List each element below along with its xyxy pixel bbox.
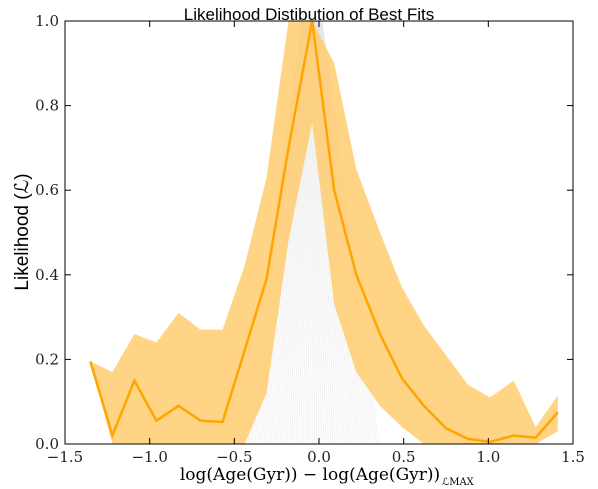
y-tick-label: 0.2 [35, 350, 59, 368]
likelihood-band [90, 21, 558, 444]
x-tick-label: 0.0 [307, 448, 331, 466]
y-axis-label: Likelihood (ℒ) [12, 173, 33, 290]
x-axis-label-subscript: ℒMAX [442, 477, 475, 488]
likelihood-line [89, 20, 559, 444]
x-tick-label: 1.5 [561, 448, 585, 466]
y-tick-label: 0.8 [35, 97, 59, 115]
y-tick-label: 0.6 [35, 181, 59, 199]
y-axis-ticks: 0.0 0.2 0.4 0.6 0.8 1.0 [35, 12, 573, 453]
y-tick-label: 0.4 [35, 266, 59, 284]
y-tick-label: 0.0 [35, 435, 59, 453]
x-tick-label: −1.5 [47, 448, 83, 466]
chart-title: Likelihood Distibution of Best Fits [184, 5, 434, 24]
x-tick-label: −1.0 [131, 448, 167, 466]
y-tick-label: 1.0 [35, 12, 59, 30]
x-axis-label-group: log(Age(Gyr)) − log(Age(Gyr)) ℒMAX [180, 465, 475, 488]
x-tick-label: 1.0 [476, 448, 500, 466]
x-axis-ticks: −1.5 −1.0 −0.5 0.0 0.5 1.0 1.5 [47, 21, 585, 466]
x-tick-label: −0.5 [216, 448, 252, 466]
x-tick-label: 0.5 [392, 448, 416, 466]
x-axis-label: log(Age(Gyr)) − log(Age(Gyr)) [180, 465, 440, 485]
